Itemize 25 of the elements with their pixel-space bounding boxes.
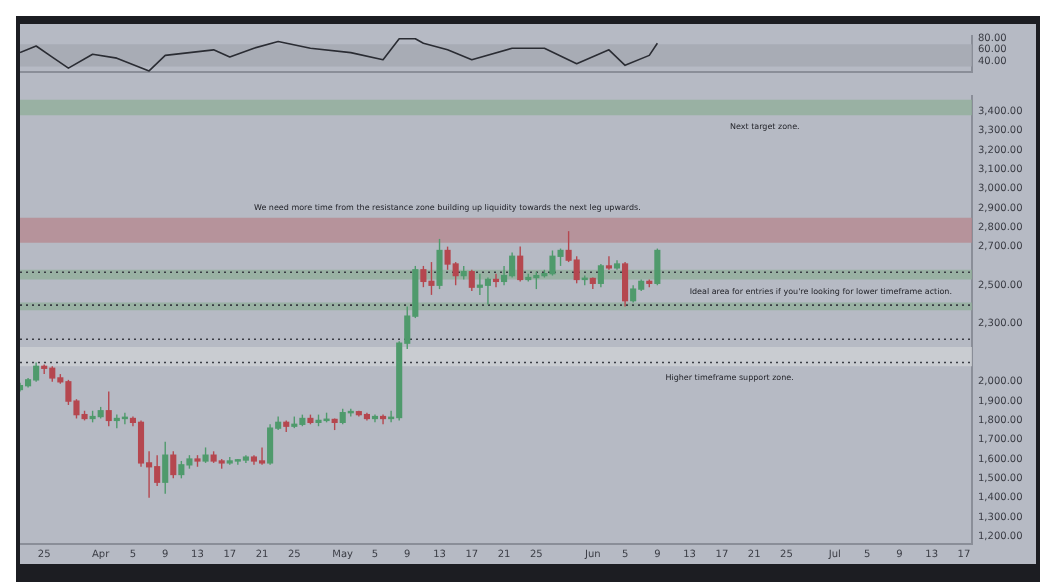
- candlestick: [509, 251, 516, 279]
- candlestick: [476, 272, 483, 296]
- candlestick: [654, 247, 661, 286]
- candlestick: [436, 238, 443, 290]
- candlestick: [170, 450, 177, 480]
- candlestick: [137, 419, 145, 468]
- candlestick: [154, 454, 161, 487]
- candlestick: [605, 255, 613, 271]
- candlestick: [33, 361, 40, 383]
- candlestick: [113, 413, 120, 429]
- candlestick: [267, 423, 274, 466]
- candlestick: [468, 269, 475, 292]
- candlestick: [597, 263, 604, 288]
- candlestick: [105, 390, 112, 427]
- candlestick: [492, 272, 500, 288]
- candlestick: [573, 255, 580, 285]
- candlestick: [258, 446, 266, 466]
- candlestick: [484, 276, 491, 306]
- candlestick: [549, 249, 556, 277]
- candlestick: [622, 261, 629, 308]
- candlestick: [420, 265, 427, 288]
- candlestick: [444, 245, 451, 271]
- candlestick: [517, 245, 524, 283]
- candlestick: [428, 261, 435, 296]
- candlestick: [162, 440, 169, 495]
